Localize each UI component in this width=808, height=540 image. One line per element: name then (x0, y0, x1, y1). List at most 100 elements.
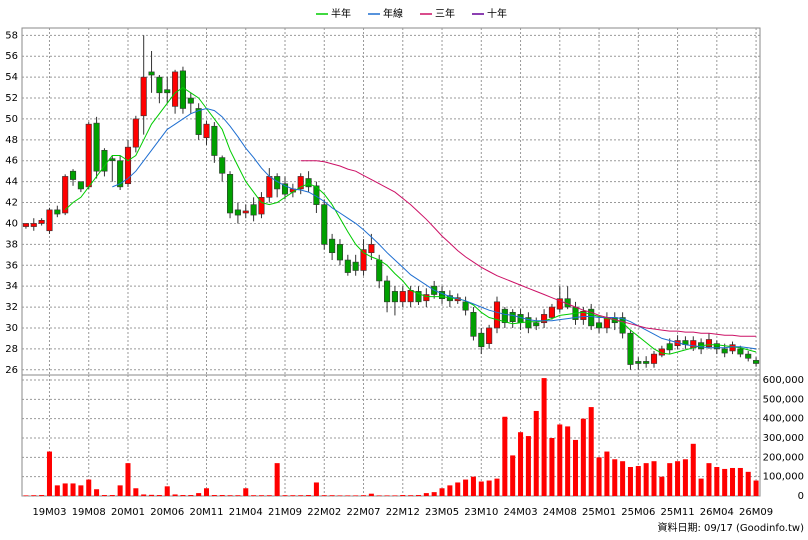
candle-body (478, 332, 485, 348)
x-tick-label: 26M04 (700, 507, 734, 518)
volume-bar (109, 495, 115, 496)
volume-bar (423, 493, 429, 496)
volume-bar (54, 485, 60, 496)
y-tick-label: 42 (5, 198, 18, 209)
volume-bar (156, 495, 162, 496)
x-tick-label: 19M03 (32, 507, 66, 518)
volume-bar (439, 488, 445, 496)
y-tick-label: 46 (5, 156, 18, 167)
volume-bar (470, 476, 476, 496)
candle-body (30, 223, 37, 227)
x-tick-label: 25M11 (661, 507, 695, 518)
candle-body (415, 291, 422, 303)
candle-body (635, 361, 642, 364)
volume-bar (384, 495, 390, 496)
volume-bar (651, 461, 657, 496)
candle-body (391, 291, 398, 303)
x-tick-label: 22M02 (307, 507, 341, 518)
volume-bar (572, 439, 579, 496)
candle-body (195, 108, 202, 135)
volume-bar (78, 485, 84, 496)
candle-body (525, 317, 532, 329)
candle-body (297, 176, 304, 190)
volume-bar (714, 467, 720, 496)
candle-body (179, 70, 186, 109)
volume-bar (62, 483, 68, 496)
volume-bar (196, 493, 202, 496)
volume-bar (455, 482, 461, 496)
candle-body (517, 314, 524, 324)
candle-body (38, 220, 45, 224)
volume-bar (313, 482, 319, 496)
candle-body (470, 311, 477, 337)
candle-body (258, 197, 265, 215)
candle-body (666, 343, 673, 351)
candle-body (250, 204, 257, 216)
y-tick-label: 600,000 (763, 375, 804, 386)
ma-line (300, 160, 757, 337)
candle-body (211, 125, 218, 156)
legend-label: 年線 (383, 7, 403, 20)
candle-body (148, 71, 155, 76)
x-tick-label: 23M05 (425, 507, 459, 518)
volume-bar (243, 488, 249, 496)
volume-bar (298, 495, 304, 496)
candle-body (93, 122, 100, 172)
candle-body (109, 158, 116, 162)
candle-body (203, 123, 210, 139)
candle-body (548, 306, 555, 318)
x-tick-label: 23M10 (464, 507, 498, 518)
x-tick-label: 26M09 (739, 507, 773, 518)
candle-body (596, 322, 603, 329)
candle-body (187, 97, 194, 104)
candle-body (627, 332, 634, 365)
volume-bar (753, 480, 759, 496)
x-tick-label: 24M08 (543, 507, 577, 518)
y-tick-label: 38 (5, 239, 18, 250)
volume-bar (706, 463, 712, 496)
y-tick-label: 48 (5, 135, 18, 146)
volume-bar (690, 443, 696, 496)
volume-bar (211, 495, 217, 496)
volume-bar (86, 479, 92, 496)
volume-bar (502, 416, 508, 496)
candle-body (721, 348, 728, 354)
candle-body (140, 76, 147, 117)
volume-bar (39, 495, 45, 496)
volume-bar (117, 485, 123, 496)
candle-body (509, 311, 516, 322)
y-tick-label: 100,000 (763, 472, 804, 483)
volume-bar (361, 495, 367, 496)
volume-bar (274, 463, 280, 496)
volume-bar (525, 436, 531, 496)
candle-body (588, 308, 595, 327)
volume-bar (604, 451, 610, 496)
candle-body (234, 209, 241, 216)
volume-bar (376, 495, 382, 496)
volume-bar (643, 463, 649, 496)
y-tick-label: 54 (5, 72, 18, 83)
volume-bar (463, 479, 469, 496)
candle-body (729, 344, 736, 352)
volume-bar (94, 489, 100, 496)
volume-bar (557, 424, 563, 496)
candle-body (486, 327, 493, 344)
volume-bar (737, 467, 743, 496)
volume-bar (478, 481, 484, 496)
volume-bar (722, 468, 728, 496)
volume-bar (627, 467, 633, 496)
volume-bar (258, 495, 264, 496)
y-tick-label: 26 (5, 365, 18, 376)
candle-body (266, 176, 273, 198)
candle-body (384, 280, 391, 303)
candle-body (352, 261, 359, 271)
candle-body (321, 204, 328, 245)
candle-body (329, 238, 336, 254)
candle-body (164, 89, 171, 94)
volume-bar (227, 495, 233, 496)
candle-body (533, 322, 540, 327)
candle-body (399, 291, 406, 303)
y-tick-label: 300,000 (763, 433, 804, 444)
candle-body (85, 123, 92, 188)
